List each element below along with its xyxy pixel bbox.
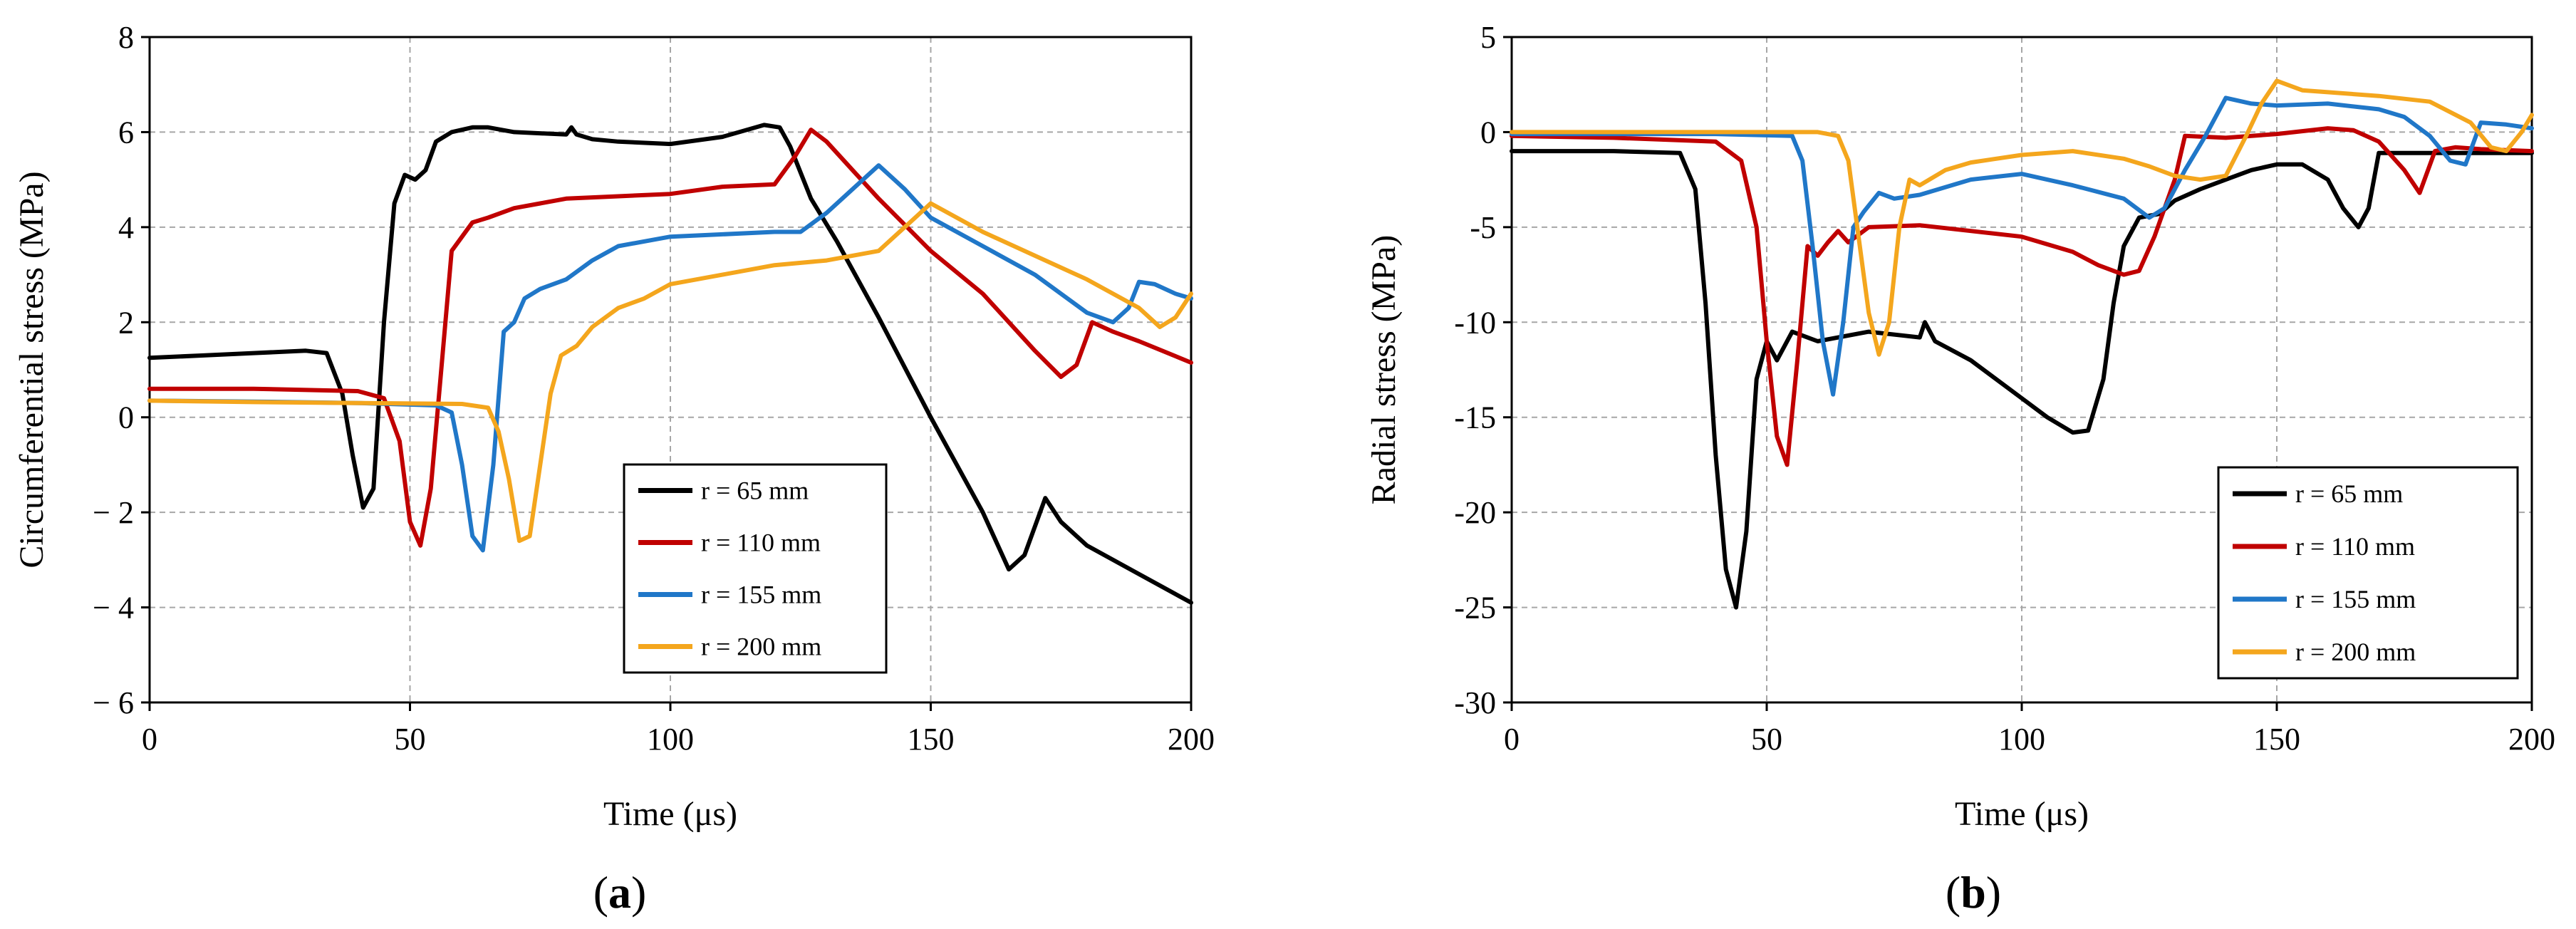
x-tick-label: 50 (1751, 722, 1782, 757)
x-axis-label: Time (μs) (603, 795, 737, 833)
x-tick-label: 0 (1504, 722, 1520, 757)
y-tick-label: -20 (1454, 495, 1496, 530)
legend-box (623, 463, 888, 674)
chart-panel-a: 0 50 100 150 200 − 6 − 4 − 2 0 2 4 6 8 Time (μs) Circu… (13, 20, 1215, 918)
series-line-4 (1510, 78, 2534, 357)
panel-label-letter: b (1960, 867, 1986, 918)
y-tick-label: 8 (118, 20, 134, 55)
y-tick-label: 5 (1480, 20, 1496, 55)
series-line-3 (1510, 95, 2534, 397)
legend-label-1: r = 65 mm (701, 477, 809, 505)
y-tick-label: -15 (1454, 400, 1496, 435)
x-tick-label: 200 (1168, 722, 1215, 757)
y-tick-label: 4 (118, 210, 134, 245)
panel-label: (b) (1946, 867, 2001, 918)
y-tick-label: -25 (1454, 591, 1496, 626)
y-tick-label: -30 (1454, 685, 1496, 720)
legend-label-1: r = 65 mm (2295, 479, 2403, 508)
series-line-1 (147, 123, 1193, 605)
legend: r = 65 mm r = 110 mm r = 155 mm r = 200 mm (2217, 466, 2519, 680)
x-tick-label: 150 (2253, 722, 2300, 757)
x-tick-label: 150 (908, 722, 955, 757)
panel-label-close: ) (1986, 867, 2001, 918)
series-line-1 (1510, 149, 2534, 610)
y-tick-label: 6 (118, 115, 134, 150)
y-axis-label: Radial stress (MPa) (1365, 235, 1403, 505)
x-tick-label: 0 (142, 722, 157, 757)
x-axis-label: Time (μs) (1955, 795, 2089, 833)
x-tick-label: 50 (395, 722, 426, 757)
panel-label: (a) (593, 867, 647, 918)
series-line-3 (147, 163, 1193, 553)
series-line-4 (147, 201, 1193, 544)
legend-label-4: r = 200 mm (2295, 638, 2416, 666)
panel-label-letter: a (608, 867, 631, 918)
panel-label-close: ) (631, 867, 646, 918)
chart-panel-b: 0 50 100 150 200 -30 -25 -20 -15 -10 -5 0 5 Time (μs)… (1365, 20, 2555, 918)
y-tick-label: − 6 (93, 685, 134, 720)
x-tick-label: 100 (647, 722, 694, 757)
y-tick-label: − 4 (93, 591, 134, 626)
legend-label-4: r = 200 mm (701, 633, 821, 661)
legend-label-2: r = 110 mm (2295, 532, 2415, 561)
y-tick-label: − 2 (93, 495, 134, 530)
y-tick-label: -10 (1454, 305, 1496, 340)
x-tick-label: 200 (2508, 722, 2555, 757)
legend-label-3: r = 155 mm (2295, 585, 2416, 613)
y-tick-label: -5 (1470, 210, 1496, 245)
y-tick-label: 0 (1480, 115, 1496, 150)
series-line-2 (1510, 126, 2534, 467)
legend-label-2: r = 110 mm (701, 529, 821, 557)
legend-box (2217, 466, 2519, 680)
x-tick-label: 100 (1998, 722, 2045, 757)
legend: r = 65 mm r = 110 mm r = 155 mm r = 200 mm (623, 463, 888, 674)
panel-label-open: ( (593, 867, 608, 918)
panel-label-open: ( (1946, 867, 1960, 918)
legend-label-3: r = 155 mm (701, 581, 821, 609)
y-tick-label: 2 (118, 305, 134, 340)
y-axis-label: Circumferential stress (MPa) (13, 171, 51, 568)
y-tick-label: 0 (118, 400, 134, 435)
series-line-2 (147, 128, 1193, 548)
